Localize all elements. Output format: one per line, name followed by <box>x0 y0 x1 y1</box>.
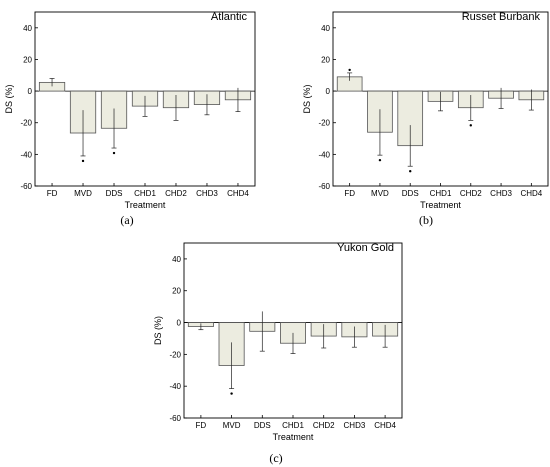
x-tick-label: FD <box>344 189 355 198</box>
x-tick-label: DDS <box>402 189 419 198</box>
y-tick-label: 0 <box>177 319 182 328</box>
y-tick-label: 0 <box>326 87 331 96</box>
significance-marker <box>348 69 350 71</box>
x-axis-title: Treatment <box>125 200 166 210</box>
x-tick-label: CHD2 <box>165 189 187 198</box>
y-axis-title: DS (%) <box>4 84 14 113</box>
y-tick-label: -60 <box>169 414 181 423</box>
chart-title: Atlantic <box>211 11 248 23</box>
y-tick-label: 20 <box>23 55 32 64</box>
x-tick-label: CHD3 <box>490 189 512 198</box>
chart-panel-a: Atlantic -60 -40 -20 0 20 40 FD MVD DDS CHD1 CHD2 CH… <box>4 11 255 227</box>
y-tick-label: 20 <box>321 55 330 64</box>
x-tick-label: CHD4 <box>374 421 396 430</box>
y-tick-label: 20 <box>172 287 181 296</box>
y-tick-label: -40 <box>20 150 32 159</box>
y-tick-label: 40 <box>321 24 330 33</box>
x-tick-label: MVD <box>371 189 389 198</box>
significance-marker <box>82 160 84 162</box>
significance-marker <box>379 159 381 161</box>
x-tick-label: DDS <box>254 421 271 430</box>
y-tick-label: -40 <box>169 382 181 391</box>
significance-marker <box>113 152 115 154</box>
x-tick-label: CHD3 <box>344 421 366 430</box>
x-tick-label: CHD4 <box>520 189 542 198</box>
y-tick-label: -20 <box>318 119 330 128</box>
y-tick-label: 40 <box>172 255 181 264</box>
significance-marker <box>470 124 472 126</box>
x-tick-label: MVD <box>74 189 92 198</box>
x-tick-label: CHD4 <box>227 189 249 198</box>
significance-marker <box>230 392 232 394</box>
x-tick-label: CHD2 <box>313 421 335 430</box>
y-tick-label: -20 <box>20 119 32 128</box>
significance-marker <box>409 170 411 172</box>
y-axis-title: DS (%) <box>153 316 163 345</box>
x-tick-label: CHD3 <box>196 189 218 198</box>
chart-panel-c: Yukon Gold -60 -40 -20 0 20 40 FD MVD DDS CHD1 CHD2… <box>153 242 402 465</box>
chart-panel-b: Russet Burbank -60 -40 -20 0 20 40 FD MVD DDS CHD1… <box>302 11 548 227</box>
y-axis-title: DS (%) <box>302 84 312 113</box>
panel-caption: (a) <box>120 213 133 227</box>
x-tick-label: CHD2 <box>460 189 482 198</box>
y-tick-label: -40 <box>318 150 330 159</box>
y-tick-label: -20 <box>169 350 181 359</box>
panel-caption: (b) <box>419 213 433 227</box>
y-tick-label: 0 <box>28 87 33 96</box>
x-tick-label: CHD1 <box>282 421 304 430</box>
y-tick-label: -60 <box>20 182 32 191</box>
x-tick-label: CHD1 <box>134 189 156 198</box>
x-tick-label: FD <box>196 421 207 430</box>
y-tick-label: -60 <box>318 182 330 191</box>
panel-caption: (c) <box>269 451 282 465</box>
chart-title: Yukon Gold <box>337 242 394 254</box>
x-axis-title: Treatment <box>420 200 461 210</box>
x-tick-label: DDS <box>106 189 123 198</box>
x-tick-label: CHD1 <box>430 189 452 198</box>
chart-title: Russet Burbank <box>462 11 541 23</box>
x-tick-label: FD <box>47 189 58 198</box>
x-axis-title: Treatment <box>273 432 314 442</box>
y-tick-label: 40 <box>23 24 32 33</box>
x-tick-label: MVD <box>223 421 241 430</box>
